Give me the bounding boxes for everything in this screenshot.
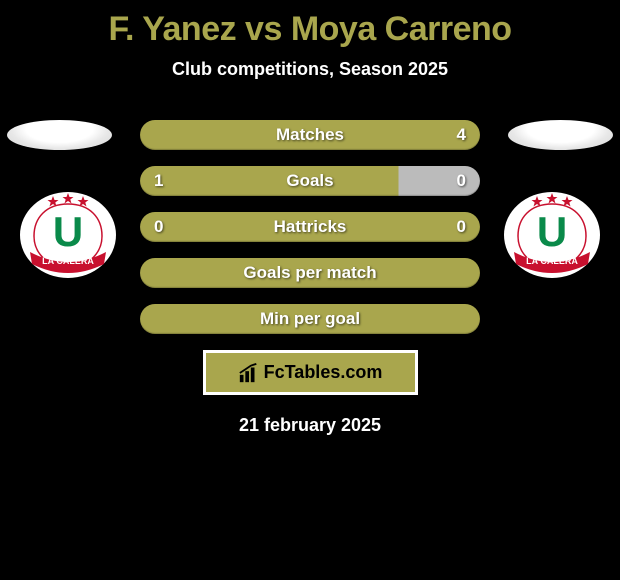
stat-row-goals: 1 Goals 0: [140, 166, 480, 196]
stat-row-mpg: Min per goal: [140, 304, 480, 334]
date-text: 21 february 2025: [0, 415, 620, 436]
stat-label: Min per goal: [140, 309, 480, 329]
club-badge-right: U LA CALERA: [502, 190, 602, 280]
stat-label: Matches: [140, 125, 480, 145]
svg-text:LA CALERA: LA CALERA: [42, 256, 94, 266]
stat-rows: Matches 4 1 Goals 0 0 Hattricks 0 Goals …: [140, 120, 480, 334]
stat-label: Goals per match: [140, 263, 480, 283]
stat-left-val: 1: [154, 171, 163, 191]
stat-row-matches: Matches 4: [140, 120, 480, 150]
player-avatar-right: [508, 120, 613, 150]
stat-left-val: 0: [154, 217, 163, 237]
stat-row-hattricks: 0 Hattricks 0: [140, 212, 480, 242]
svg-text:U: U: [53, 208, 83, 255]
player-avatar-left: [7, 120, 112, 150]
stat-right-val: 4: [457, 125, 466, 145]
club-badge-left: U LA CALERA: [18, 190, 118, 280]
stat-label: Hattricks: [140, 217, 480, 237]
brand-text: FcTables.com: [264, 362, 383, 383]
chart-icon: [238, 362, 260, 384]
svg-text:LA CALERA: LA CALERA: [526, 256, 578, 266]
stat-row-gpm: Goals per match: [140, 258, 480, 288]
brand-box: FcTables.com: [203, 350, 418, 395]
stat-label: Goals: [140, 171, 480, 191]
stats-area: U LA CALERA U LA CALERA Matches 4 1 Goal…: [0, 120, 620, 436]
stat-right-val: 0: [457, 171, 466, 191]
page-title: F. Yanez vs Moya Carreno: [0, 0, 620, 49]
stat-right-val: 0: [457, 217, 466, 237]
svg-text:U: U: [537, 208, 567, 255]
subtitle: Club competitions, Season 2025: [0, 59, 620, 80]
